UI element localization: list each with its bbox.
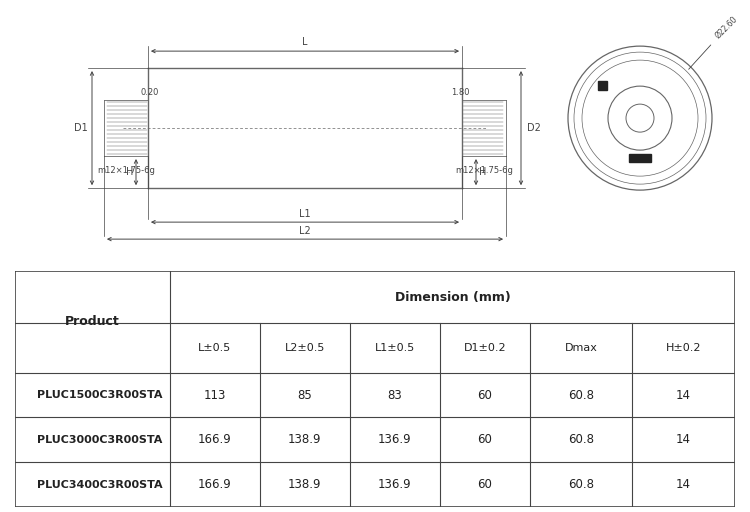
Text: L2: L2 bbox=[299, 226, 310, 236]
Text: Dmax: Dmax bbox=[565, 343, 597, 353]
Text: H: H bbox=[125, 167, 133, 177]
Text: Dimension (mm): Dimension (mm) bbox=[394, 291, 510, 304]
Text: 136.9: 136.9 bbox=[378, 478, 412, 491]
Text: L: L bbox=[302, 37, 307, 47]
Text: 136.9: 136.9 bbox=[378, 433, 412, 446]
Text: 1.80: 1.80 bbox=[451, 88, 470, 97]
Text: PLUC3000C3R00STA: PLUC3000C3R00STA bbox=[38, 435, 163, 445]
Text: 83: 83 bbox=[388, 389, 402, 401]
Text: L1±0.5: L1±0.5 bbox=[375, 343, 415, 353]
Text: 14: 14 bbox=[676, 433, 691, 446]
Text: 60.8: 60.8 bbox=[568, 389, 594, 401]
Text: Ø22.60: Ø22.60 bbox=[688, 14, 740, 69]
Text: L2±0.5: L2±0.5 bbox=[284, 343, 325, 353]
Text: 113: 113 bbox=[203, 389, 226, 401]
Text: Product: Product bbox=[65, 315, 120, 329]
Text: 60.8: 60.8 bbox=[568, 478, 594, 491]
Text: 85: 85 bbox=[298, 389, 312, 401]
Text: 14: 14 bbox=[676, 389, 691, 401]
Text: 60: 60 bbox=[477, 478, 492, 491]
Text: L1: L1 bbox=[299, 209, 310, 219]
Text: 60.8: 60.8 bbox=[568, 433, 594, 446]
Text: 60: 60 bbox=[477, 389, 492, 401]
Text: H: H bbox=[479, 167, 486, 177]
Text: 166.9: 166.9 bbox=[198, 433, 232, 446]
Text: 138.9: 138.9 bbox=[288, 433, 322, 446]
Text: D1: D1 bbox=[74, 123, 88, 133]
Text: 60: 60 bbox=[477, 433, 492, 446]
Text: PLUC3400C3R00STA: PLUC3400C3R00STA bbox=[37, 480, 163, 489]
Text: 138.9: 138.9 bbox=[288, 478, 322, 491]
Text: PLUC1500C3R00STA: PLUC1500C3R00STA bbox=[37, 390, 163, 400]
Text: H±0.2: H±0.2 bbox=[666, 343, 701, 353]
Text: 166.9: 166.9 bbox=[198, 478, 232, 491]
Text: D2: D2 bbox=[527, 123, 541, 133]
Text: D1±0.2: D1±0.2 bbox=[464, 343, 506, 353]
Text: 0.20: 0.20 bbox=[141, 88, 159, 97]
Text: 14: 14 bbox=[676, 478, 691, 491]
Text: L±0.5: L±0.5 bbox=[198, 343, 232, 353]
Bar bbox=[629, 154, 651, 162]
Bar bbox=[598, 81, 607, 90]
Text: m12×1.75-6g: m12×1.75-6g bbox=[455, 166, 513, 175]
Text: m12×1.75-6g: m12×1.75-6g bbox=[97, 166, 155, 175]
